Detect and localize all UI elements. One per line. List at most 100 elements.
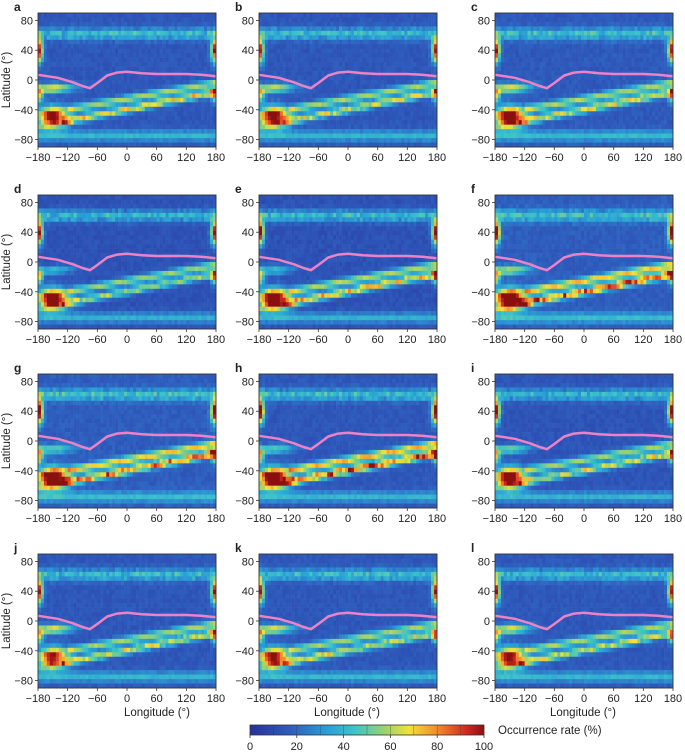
heatmap-cell — [551, 31, 554, 36]
heatmap-cell — [398, 116, 401, 121]
heatmap-cell — [563, 107, 566, 112]
heatmap-cell — [372, 58, 375, 63]
heatmap-cell — [192, 35, 195, 40]
heatmap-cell — [301, 93, 304, 98]
heatmap-cell — [390, 125, 393, 130]
heatmap-cell — [71, 93, 74, 98]
heatmap-cell — [584, 22, 587, 27]
heatmap-cell — [56, 98, 59, 103]
heatmap-cell — [395, 62, 398, 67]
heatmap-cell — [557, 53, 560, 58]
heatmap-cell — [510, 80, 513, 85]
heatmap-cell — [569, 125, 572, 130]
heatmap-cell — [531, 125, 534, 130]
heatmap-cell — [136, 93, 139, 98]
heatmap-cell — [148, 138, 151, 143]
heatmap-cell — [387, 49, 390, 54]
heatmap-cell — [118, 76, 121, 81]
heatmap-cell — [271, 111, 274, 116]
heatmap-cell — [186, 102, 189, 107]
heatmap-cell — [65, 89, 68, 94]
heatmap-cell — [393, 22, 396, 27]
heatmap-cell — [540, 125, 543, 130]
heatmap-cell — [593, 44, 596, 49]
heatmap-cell — [395, 31, 398, 36]
heatmap-cell — [177, 76, 180, 81]
heatmap-cell — [401, 93, 404, 98]
heatmap-cell — [333, 62, 336, 67]
heatmap-cell — [163, 93, 166, 98]
heatmap-cell — [298, 129, 301, 134]
heatmap-cell — [369, 67, 372, 72]
heatmap-cell — [384, 58, 387, 63]
heatmap-cell — [605, 58, 608, 63]
heatmap-cell — [345, 40, 348, 45]
heatmap-cell — [422, 80, 425, 85]
heatmap-cell — [298, 67, 301, 72]
heatmap-cell — [312, 107, 315, 112]
heatmap-cell — [557, 40, 560, 45]
heatmap-cell — [537, 76, 540, 81]
heatmap-cell — [342, 13, 345, 18]
heatmap-cell — [210, 120, 213, 125]
heatmap-cell — [91, 44, 94, 49]
heatmap-cell — [166, 89, 169, 94]
heatmap-cell — [277, 35, 280, 40]
heatmap-cell — [265, 111, 268, 116]
heatmap-cell — [71, 13, 74, 18]
heatmap-cell — [413, 84, 416, 89]
heatmap-cell — [97, 111, 100, 116]
heatmap-cell — [204, 80, 207, 85]
heatmap-cell — [163, 22, 166, 27]
heatmap-cell — [428, 80, 431, 85]
heatmap-cell — [578, 138, 581, 143]
heatmap-cell — [103, 40, 106, 45]
heatmap-cell — [38, 116, 41, 121]
heatmap-cell — [596, 107, 599, 112]
heatmap-cell — [77, 98, 80, 103]
heatmap-cell — [407, 17, 410, 22]
heatmap-cell — [596, 80, 599, 85]
heatmap-cell — [372, 49, 375, 54]
heatmap-cell — [563, 129, 566, 134]
heatmap-cell — [115, 107, 118, 112]
heatmap-cell — [157, 22, 160, 27]
heatmap-cell — [274, 40, 277, 45]
heatmap-cell — [360, 40, 363, 45]
heatmap-cell — [525, 120, 528, 125]
heatmap-cell — [151, 40, 154, 45]
heatmap-cell — [363, 67, 366, 72]
heatmap-cell — [283, 62, 286, 67]
heatmap-cell — [593, 111, 596, 116]
heatmap-cell — [210, 62, 213, 67]
heatmap-cell — [351, 67, 354, 72]
heatmap-cell — [611, 102, 614, 107]
heatmap-cell — [390, 89, 393, 94]
heatmap-cell — [551, 62, 554, 67]
heatmap-cell — [139, 125, 142, 130]
heatmap-cell — [277, 17, 280, 22]
heatmap-cell — [387, 58, 390, 63]
heatmap-cell — [118, 125, 121, 130]
heatmap-cell — [495, 120, 498, 125]
heatmap-cell — [404, 17, 407, 22]
heatmap-cell — [611, 58, 614, 63]
heatmap-cell — [201, 49, 204, 54]
heatmap-cell — [195, 134, 198, 139]
heatmap-cell — [384, 89, 387, 94]
heatmap-cell — [292, 49, 295, 54]
heatmap-cell — [393, 84, 396, 89]
heatmap-cell — [545, 35, 548, 40]
heatmap-cell — [398, 102, 401, 107]
heatmap-cell — [195, 84, 198, 89]
heatmap-cell — [44, 129, 47, 134]
heatmap-cell — [295, 120, 298, 125]
heatmap-cell — [360, 58, 363, 63]
heatmap-cell — [369, 53, 372, 58]
heatmap-cell — [384, 22, 387, 27]
heatmap-cell — [339, 138, 342, 143]
heatmap-cell — [204, 62, 207, 67]
heatmap-cell — [38, 49, 41, 54]
heatmap-cell — [100, 116, 103, 121]
heatmap-cell — [410, 93, 413, 98]
